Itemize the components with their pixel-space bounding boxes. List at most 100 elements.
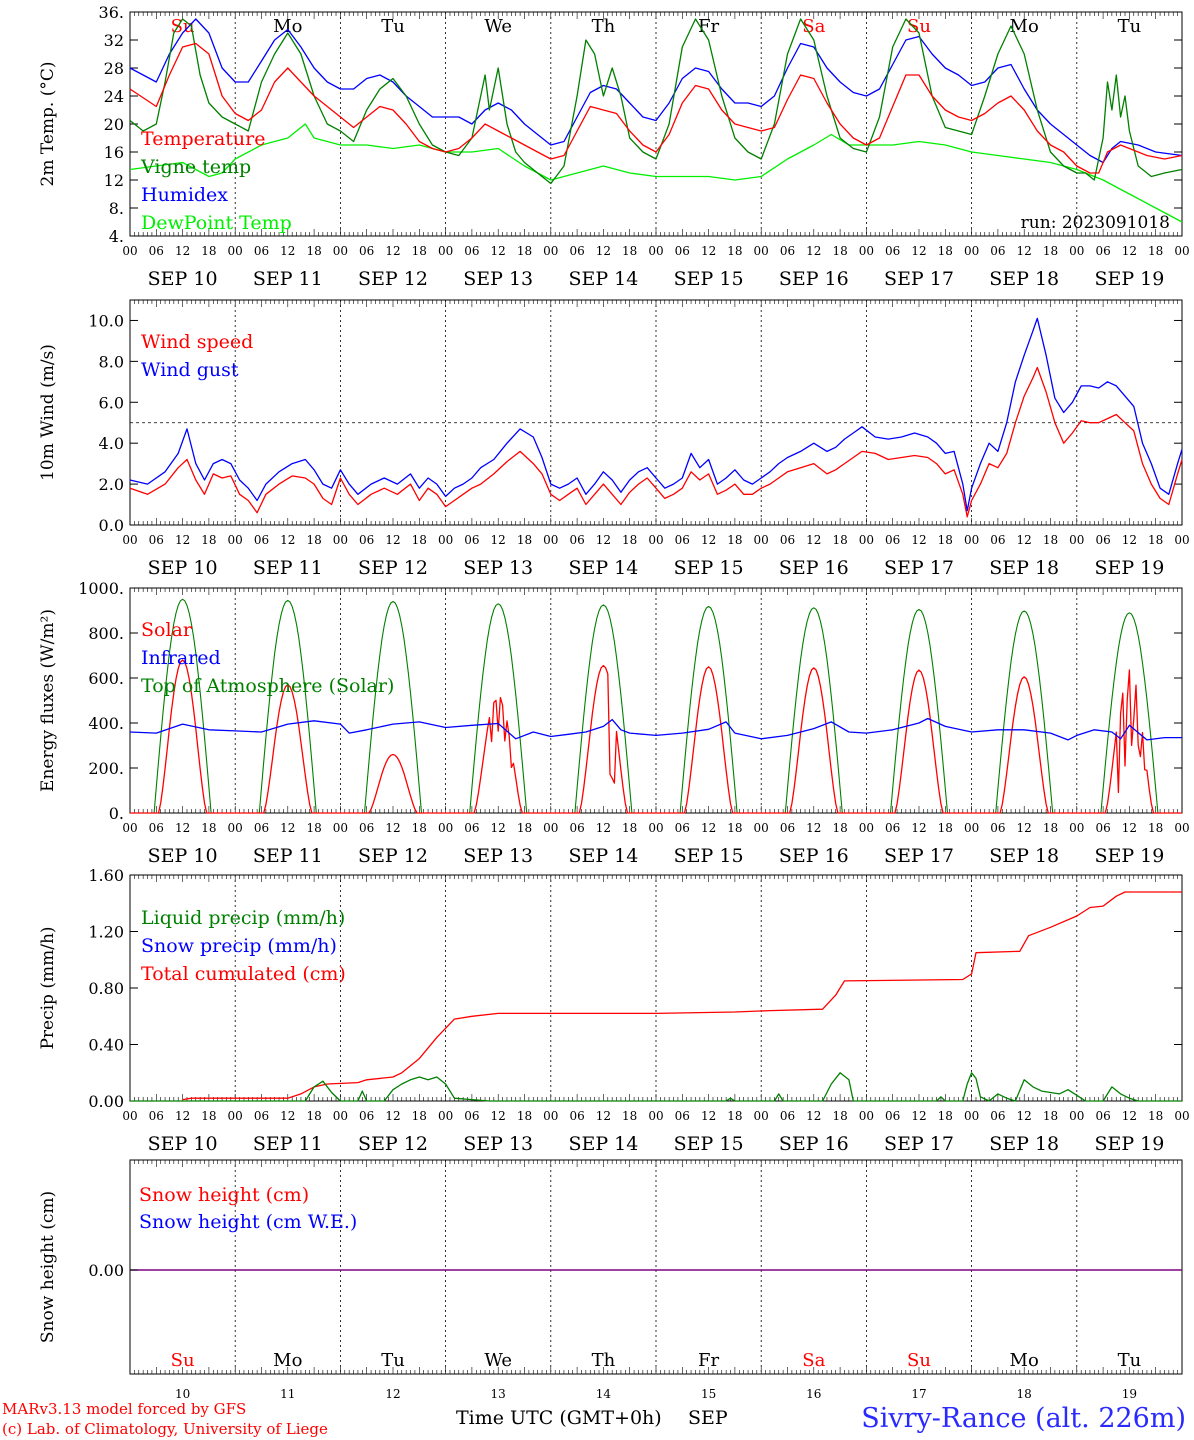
hour-label: 06 [675, 821, 690, 835]
panel-1: 00 06 12 18 SEP 10 00 06 12 18 SEP 11 00 06 12 18 SEP … [38, 3, 1190, 290]
hour-label: 18 [832, 533, 847, 547]
series-line-temperature [129, 42, 1183, 174]
hour-label: 00 [754, 1109, 769, 1123]
date-label: SEP 18 [989, 1133, 1059, 1155]
hour-label: 12 [385, 244, 400, 258]
date-label: SEP 14 [568, 1133, 638, 1155]
hour-label: 00 [333, 1109, 348, 1123]
hour-label: 06 [464, 533, 479, 547]
y-tick-label: 400. [88, 714, 124, 733]
date-label: SEP 10 [148, 845, 218, 867]
hour-label: 18 [412, 533, 427, 547]
day-number: 16 [806, 1387, 821, 1401]
hour-label: 00 [228, 1109, 243, 1123]
y-tick-label: 10.0 [88, 311, 124, 330]
hour-label: 12 [1017, 244, 1032, 258]
weekday-label: Th [592, 1350, 616, 1371]
date-label: SEP 11 [253, 845, 323, 867]
hour-label: 00 [964, 533, 979, 547]
hour-label: 00 [228, 244, 243, 258]
weekday-label: Tu [381, 1350, 405, 1371]
date-label: SEP 18 [989, 268, 1059, 290]
hour-label: 06 [780, 1109, 795, 1123]
hour-label: 18 [517, 244, 532, 258]
weekday-label: Su [171, 1350, 195, 1371]
y-axis-title: Energy fluxes (W/m²) [38, 609, 58, 792]
date-label: SEP 14 [568, 845, 638, 867]
hour-label: 18 [517, 821, 532, 835]
y-axis-title: Precip (mm/h) [38, 926, 58, 1049]
hour-label: 18 [1148, 244, 1163, 258]
series-line-liquid-precip-mm-h- [130, 1072, 1182, 1102]
hour-label: 06 [1095, 533, 1110, 547]
hour-label: 12 [491, 533, 506, 547]
legend-entry: Temperature [141, 128, 265, 150]
hour-label: 00 [754, 821, 769, 835]
hour-label: 00 [333, 821, 348, 835]
hour-label: 00 [754, 533, 769, 547]
hour-label: 18 [517, 1109, 532, 1123]
hour-label: 12 [596, 533, 611, 547]
y-tick-label: 800. [88, 624, 124, 643]
hour-label: 00 [543, 533, 558, 547]
panel-4: 00 06 12 18 SEP 10 00 06 12 18 SEP 11 00 06 12 18 SEP … [38, 866, 1190, 1155]
hour-label: 12 [491, 244, 506, 258]
hour-label: 06 [149, 533, 164, 547]
legend-entry: Snow precip (mm/h) [141, 935, 337, 957]
date-label: SEP 10 [148, 268, 218, 290]
date-label: SEP 10 [148, 1133, 218, 1155]
hour-label: 00 [648, 1109, 663, 1123]
date-label: SEP 11 [253, 557, 323, 579]
date-label: SEP 12 [358, 268, 428, 290]
hour-label: 12 [701, 244, 716, 258]
hour-label: 18 [1043, 1109, 1058, 1123]
date-label: SEP 18 [989, 557, 1059, 579]
date-label: SEP 11 [253, 268, 323, 290]
date-label: SEP 13 [463, 1133, 533, 1155]
y-tick-label: 28 [104, 59, 124, 78]
day-number: 10 [175, 1387, 190, 1401]
hour-label: 18 [938, 244, 953, 258]
hour-label: 06 [990, 533, 1005, 547]
day-number: 13 [491, 1387, 506, 1401]
date-label: SEP 13 [463, 268, 533, 290]
y-tick-label: 16 [104, 143, 124, 162]
y-tick-label: 12 [104, 171, 124, 190]
hour-label: 12 [911, 244, 926, 258]
hour-label: 00 [122, 533, 137, 547]
hour-label: 18 [622, 821, 637, 835]
hour-label: 18 [832, 821, 847, 835]
hour-label: 06 [569, 821, 584, 835]
hour-label: 06 [990, 244, 1005, 258]
date-label: SEP 19 [1094, 557, 1164, 579]
date-label: SEP 16 [779, 1133, 849, 1155]
y-tick-label: 36. [99, 3, 124, 22]
hour-label: 00 [859, 821, 874, 835]
hour-label: 18 [306, 244, 321, 258]
weekday-label: We [484, 16, 512, 37]
weekday-label: Mo [273, 16, 302, 37]
hour-label: 06 [885, 244, 900, 258]
hour-label: 00 [438, 244, 453, 258]
date-label: SEP 17 [884, 268, 954, 290]
date-label: SEP 17 [884, 1133, 954, 1155]
hour-label: 18 [412, 821, 427, 835]
hour-label: 00 [1174, 821, 1189, 835]
hour-label: 06 [675, 1109, 690, 1123]
hour-label: 06 [1095, 821, 1110, 835]
date-label: SEP 16 [779, 845, 849, 867]
hour-label: 12 [701, 533, 716, 547]
hour-label: 12 [596, 821, 611, 835]
hour-label: 06 [254, 533, 269, 547]
hour-label: 12 [596, 244, 611, 258]
hour-label: 00 [1069, 1109, 1084, 1123]
hour-label: 00 [122, 821, 137, 835]
hour-label: 18 [306, 1109, 321, 1123]
date-label: SEP 14 [568, 268, 638, 290]
hour-label: 12 [280, 1109, 295, 1123]
legend-entry: Snow height (cm W.E.) [139, 1211, 357, 1233]
y-tick-label: 8.0 [99, 352, 124, 371]
y-axis-title: 2m Temp. (°C) [38, 61, 58, 186]
legend-entry: Wind speed [141, 331, 253, 353]
hour-label: 06 [1095, 1109, 1110, 1123]
